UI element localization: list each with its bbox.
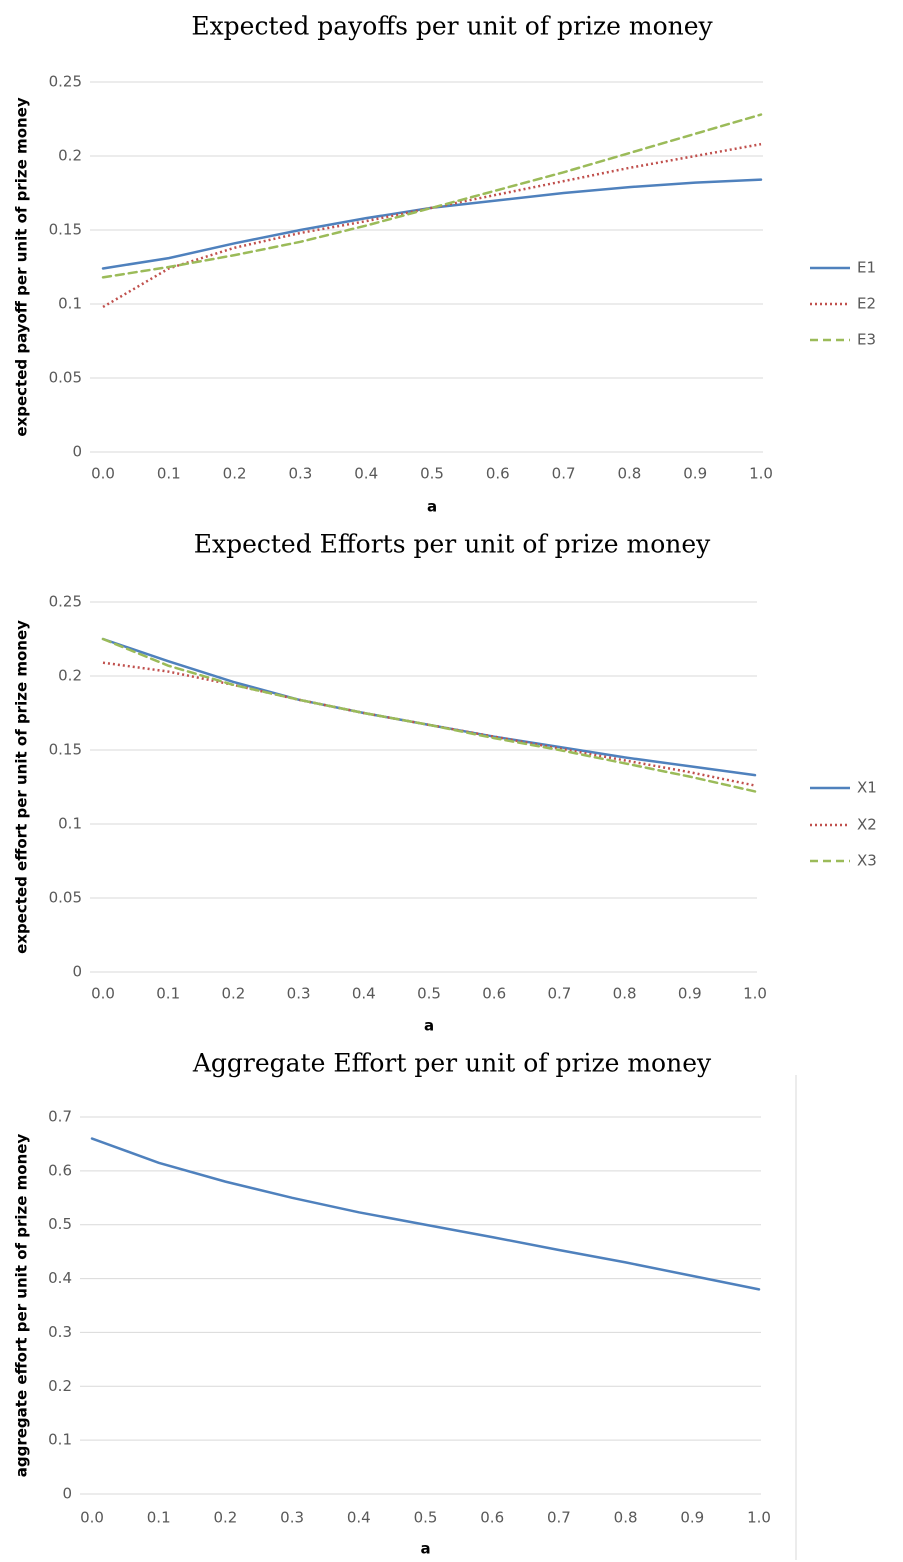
series-line [101,113,763,279]
x-tick-label: 0.1 [147,1509,171,1527]
x-tick-label: 0.0 [80,1509,104,1527]
x-tick-label: 0.6 [480,1509,504,1527]
x-tick-label: 0.8 [614,1509,638,1527]
x-tick-label: 0.3 [280,1509,304,1527]
x-tick-label: 0.1 [157,465,181,483]
legend-label: X1 [857,779,877,797]
x-tick-label: 0.4 [347,1509,371,1527]
chart-title: Expected Efforts per unit of prize money [194,530,711,559]
x-tick-label: 0.5 [420,465,444,483]
y-tick-label: 0 [62,1485,72,1503]
y-tick-label: 0.15 [49,221,82,239]
y-tick-label: 0.7 [48,1108,72,1126]
x-tick-label: 0.2 [221,985,245,1003]
series-line [102,661,756,787]
x-tick-label: 0.1 [156,985,180,1003]
y-axis-label: expected payoff per unit of prize money [13,97,31,436]
series-line [90,1137,761,1291]
x-tick-label: 0.4 [352,985,376,1003]
x-tick-label: 0.0 [91,985,115,1003]
x-tick-label: 0.0 [91,465,115,483]
y-axis-label: expected effort per unit of prize money [13,620,31,954]
y-tick-label: 0.3 [48,1323,72,1341]
x-axis-label: a [420,1540,430,1558]
x-tick-label: 1.0 [747,1509,771,1527]
series-line [101,637,757,793]
y-tick-label: 0 [72,963,82,981]
x-tick-label: 0.9 [683,465,707,483]
y-tick-label: 0.1 [48,1431,72,1449]
y-tick-label: 0.2 [58,147,82,165]
x-tick-label: 1.0 [743,985,767,1003]
y-tick-label: 0.6 [48,1161,72,1179]
y-tick-label: 0 [72,443,82,461]
y-tick-label: 0.4 [48,1269,72,1287]
x-tick-label: 0.2 [223,465,247,483]
chart-title: Expected payoffs per unit of prize money [191,12,713,41]
y-tick-label: 0.05 [49,369,82,387]
x-tick-label: 0.6 [486,465,510,483]
x-tick-label: 1.0 [749,465,773,483]
x-tick-label: 0.7 [552,465,576,483]
legend-label: E2 [857,295,876,313]
y-tick-label: 0.2 [48,1377,72,1395]
x-tick-label: 0.8 [613,985,637,1003]
chart-title: Aggregate Effort per unit of prize money [192,1049,712,1078]
y-tick-label: 0.2 [58,667,82,685]
y-tick-label: 0.05 [49,889,82,907]
x-tick-label: 0.9 [678,985,702,1003]
x-tick-label: 0.5 [414,1509,438,1527]
y-tick-label: 0.1 [58,815,82,833]
y-tick-label: 0.1 [58,295,82,313]
y-axis-label: aggregate effort per unit of prize money [13,1134,31,1478]
y-tick-label: 0.15 [49,741,82,759]
legend-label: E1 [857,259,876,277]
x-tick-label: 0.2 [213,1509,237,1527]
x-tick-label: 0.3 [287,985,311,1003]
series-line [101,637,757,777]
legend-label: X3 [857,852,877,870]
x-axis-label: a [424,1017,434,1035]
legend-label: E3 [857,331,876,349]
y-tick-label: 0.5 [48,1215,72,1233]
series-line [101,178,763,270]
y-tick-label: 0.25 [49,593,82,611]
x-tick-label: 0.4 [354,465,378,483]
series-line [102,142,762,309]
x-tick-label: 0.7 [547,985,571,1003]
x-tick-label: 0.6 [482,985,506,1003]
x-tick-label: 0.3 [288,465,312,483]
x-tick-label: 0.7 [547,1509,571,1527]
y-tick-label: 0.25 [49,73,82,91]
x-tick-label: 0.9 [680,1509,704,1527]
x-tick-label: 0.5 [417,985,441,1003]
legend-label: X2 [857,816,877,834]
x-axis-label: a [427,498,437,516]
x-tick-label: 0.8 [617,465,641,483]
